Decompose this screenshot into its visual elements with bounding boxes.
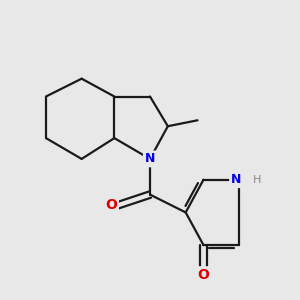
Text: H: H: [253, 175, 261, 185]
Text: O: O: [198, 268, 209, 282]
Text: N: N: [231, 173, 242, 186]
Text: O: O: [105, 198, 117, 212]
Text: N: N: [145, 152, 155, 165]
